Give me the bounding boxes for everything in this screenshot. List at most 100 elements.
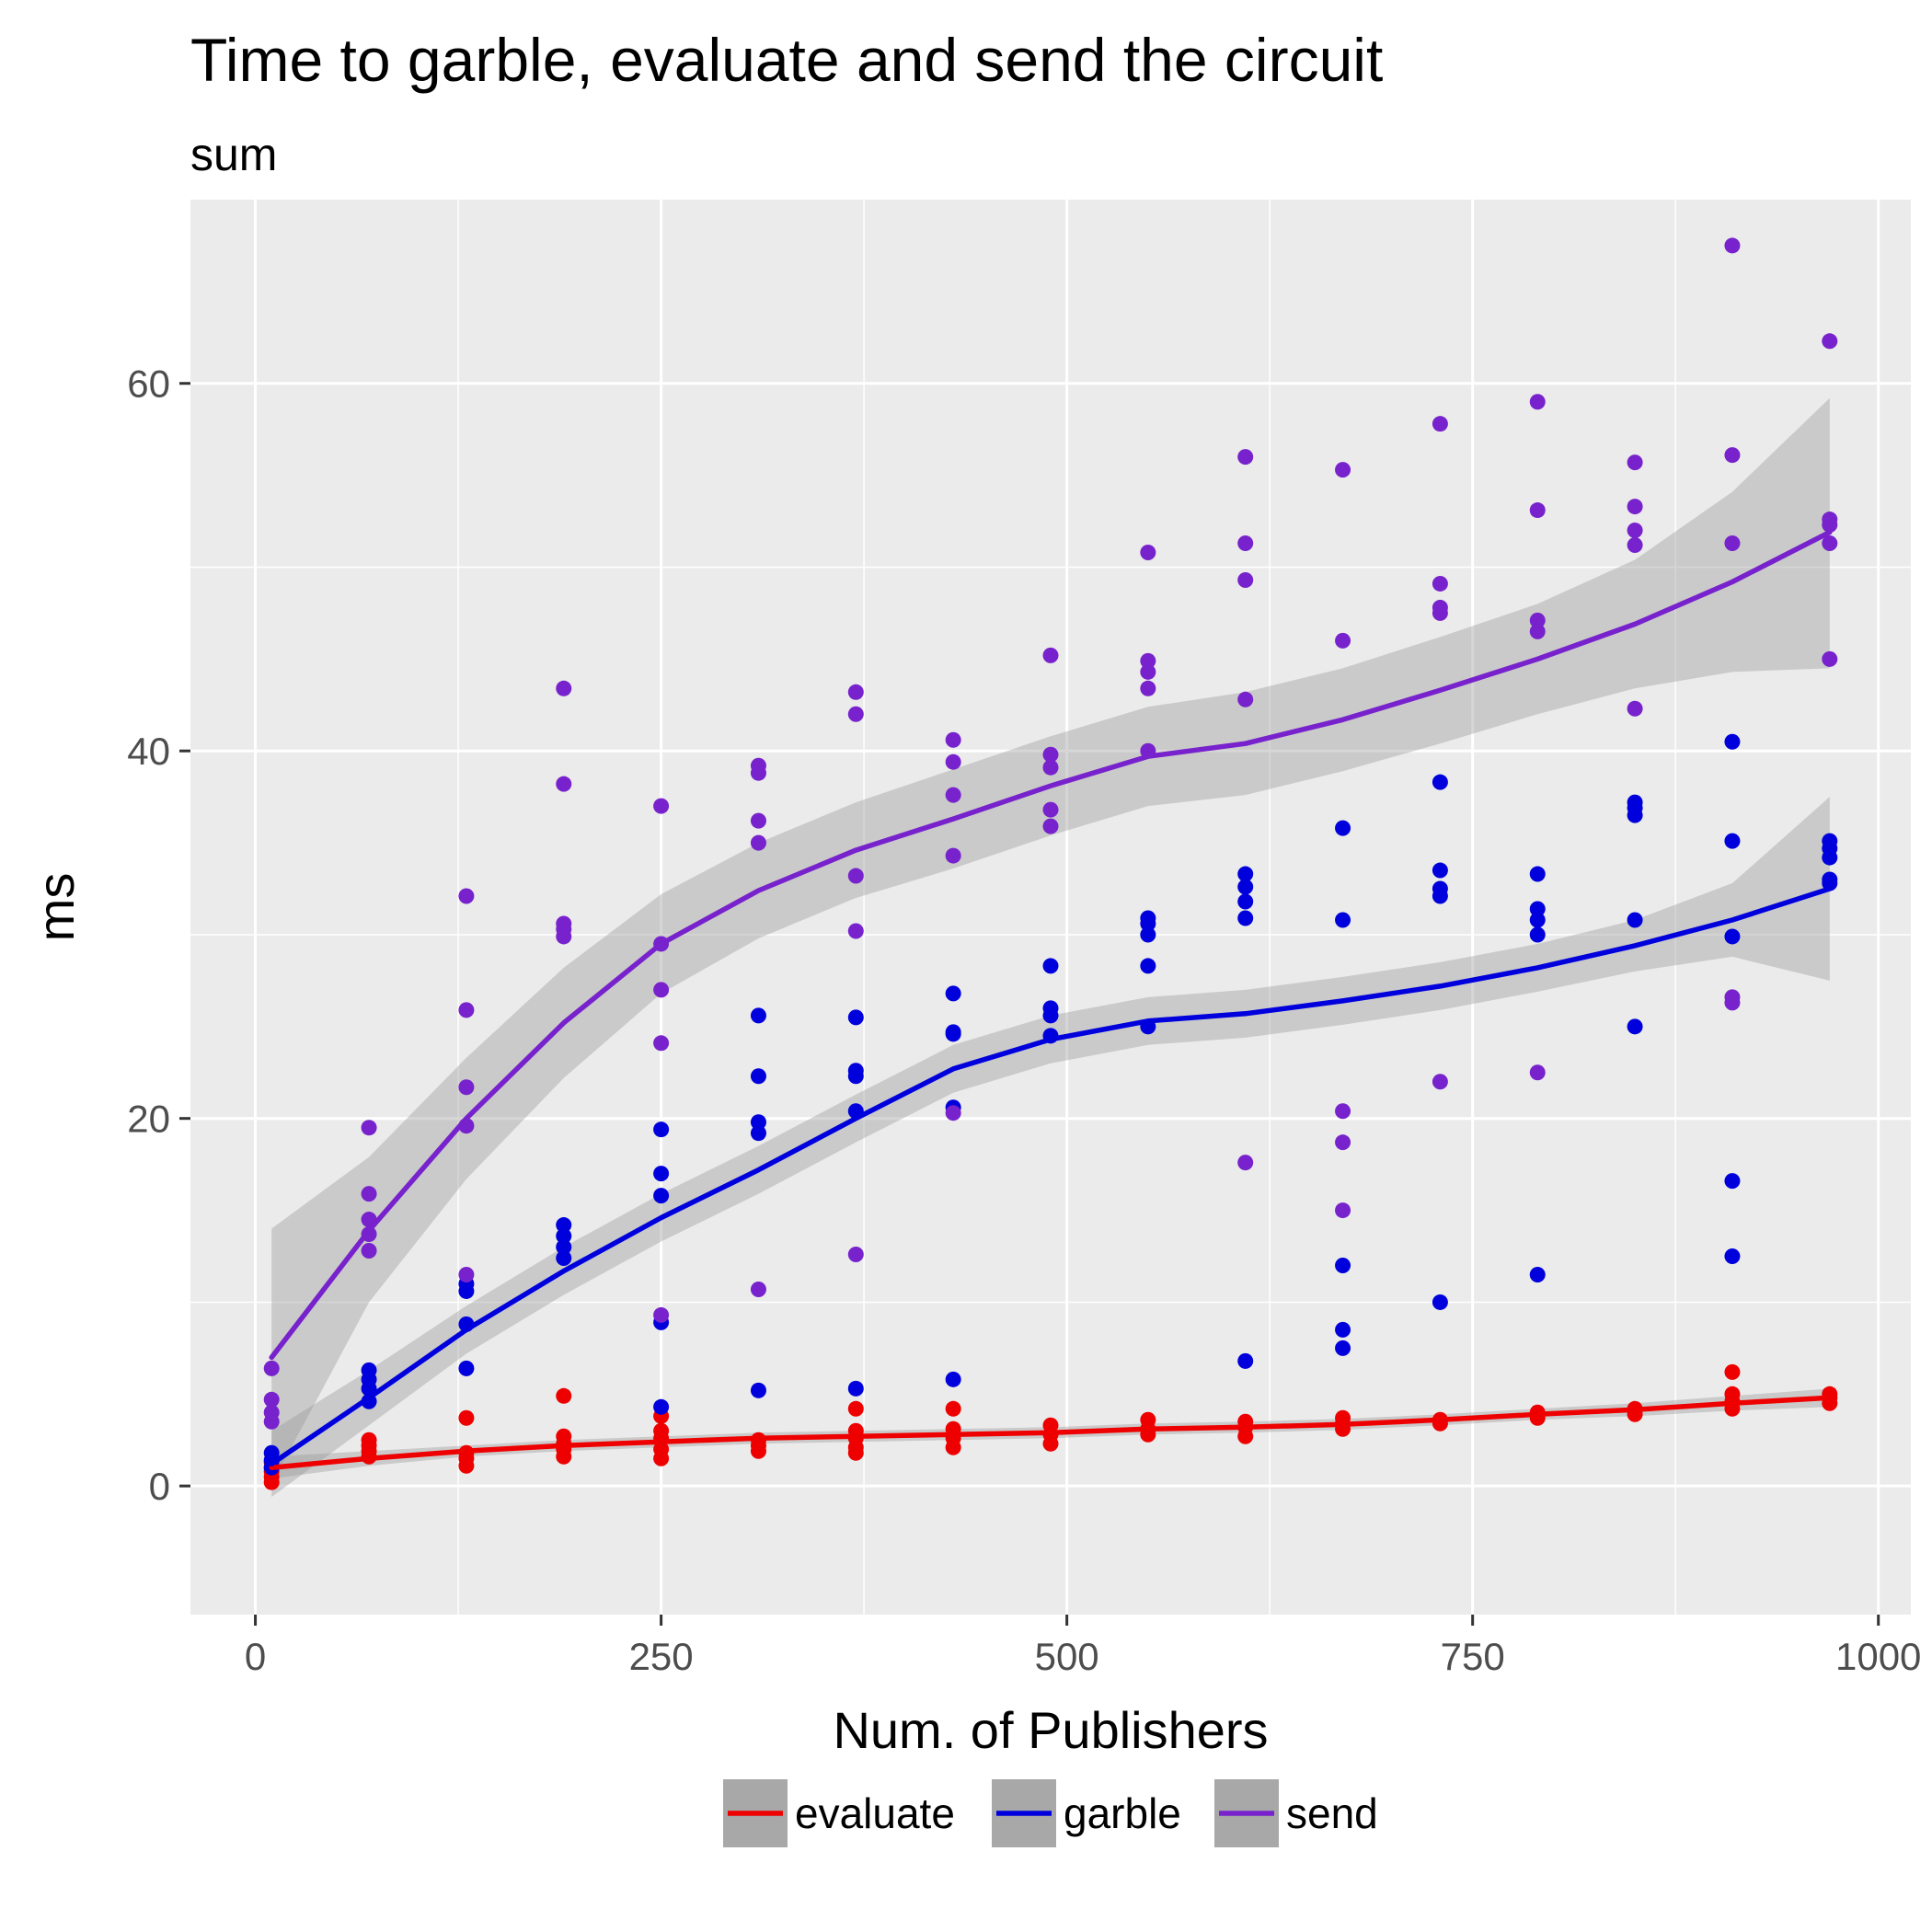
chart-subtitle: sum bbox=[190, 129, 277, 180]
garble-point bbox=[1432, 880, 1448, 897]
evaluate-point bbox=[847, 1400, 864, 1417]
garble-point bbox=[1529, 866, 1546, 882]
legend-label-garble: garble bbox=[1064, 1789, 1181, 1837]
evaluate-point bbox=[653, 1441, 670, 1457]
garble-point bbox=[1627, 1018, 1643, 1035]
garble-point bbox=[1432, 862, 1448, 879]
garble-point bbox=[556, 1228, 572, 1245]
garble-point bbox=[1529, 1266, 1546, 1282]
garble-point bbox=[1237, 910, 1254, 926]
garble-point bbox=[653, 1188, 670, 1204]
send-point bbox=[847, 1247, 864, 1263]
garble-point bbox=[361, 1362, 377, 1378]
send-point bbox=[1432, 1074, 1448, 1090]
evaluate-fit-line bbox=[269, 1395, 1833, 1470]
garble-point bbox=[1237, 879, 1254, 895]
send-point bbox=[847, 868, 864, 884]
garble-point bbox=[1627, 794, 1643, 811]
send-point bbox=[1627, 499, 1643, 515]
send-point bbox=[263, 1404, 280, 1420]
legend: evaluate garble send bbox=[723, 1779, 1378, 1847]
send-point bbox=[361, 1243, 377, 1259]
evaluate-point bbox=[1724, 1386, 1741, 1402]
y-tick-label: 20 bbox=[127, 1098, 170, 1141]
send-point bbox=[750, 757, 766, 774]
send-point bbox=[1724, 535, 1741, 552]
send-point bbox=[458, 888, 475, 904]
send-point bbox=[458, 1002, 475, 1018]
x-tick-label: 1000 bbox=[1835, 1635, 1921, 1678]
x-tick-label: 250 bbox=[629, 1635, 694, 1678]
garble-point bbox=[1529, 901, 1546, 917]
send-point bbox=[1237, 449, 1254, 466]
send-point bbox=[556, 680, 572, 696]
garble-fit-line bbox=[269, 886, 1833, 1466]
garble-point bbox=[556, 1250, 572, 1267]
garble-point bbox=[750, 1068, 766, 1085]
garble-point bbox=[1335, 820, 1351, 836]
plot-panel bbox=[190, 200, 1911, 1615]
send-point bbox=[1432, 416, 1448, 432]
send-point bbox=[1335, 1103, 1351, 1120]
garble-point bbox=[750, 1125, 766, 1142]
send-point bbox=[1335, 1134, 1351, 1151]
axes: 0 250 500 750 1000 0 20 40 60 bbox=[127, 362, 1921, 1678]
send-point bbox=[1724, 237, 1741, 254]
garble-point bbox=[1335, 1321, 1351, 1338]
send-point bbox=[1335, 1202, 1351, 1219]
garble-point bbox=[945, 1024, 961, 1041]
evaluate-point bbox=[361, 1432, 377, 1448]
x-axis-title: Num. of Publishers bbox=[833, 1701, 1268, 1759]
garble-point bbox=[1724, 928, 1741, 945]
send-point bbox=[556, 776, 572, 792]
send-point bbox=[1237, 535, 1254, 552]
send-point bbox=[1724, 989, 1741, 1006]
send-point bbox=[458, 1079, 475, 1096]
send-point bbox=[1042, 801, 1059, 818]
garble-point bbox=[1724, 733, 1741, 750]
send-point bbox=[1140, 652, 1156, 669]
y-tick-label: 40 bbox=[127, 730, 170, 773]
garble-point bbox=[945, 1371, 961, 1387]
send-point bbox=[1237, 571, 1254, 588]
evaluate-point bbox=[1042, 1417, 1059, 1433]
garble-point bbox=[653, 1121, 670, 1138]
garble-point bbox=[750, 1382, 766, 1398]
send-point bbox=[1237, 691, 1254, 707]
send-point bbox=[1822, 650, 1838, 667]
garble-point bbox=[1237, 866, 1254, 882]
send-point bbox=[1627, 454, 1643, 471]
y-axis-title: ms bbox=[27, 873, 85, 942]
send-point bbox=[1335, 462, 1351, 478]
garble-point bbox=[1140, 958, 1156, 974]
send-point bbox=[1140, 680, 1156, 696]
send-point bbox=[1237, 1155, 1254, 1171]
garble-point bbox=[1335, 1257, 1351, 1273]
send-point bbox=[1627, 523, 1643, 539]
garble-point bbox=[1627, 912, 1643, 928]
send-point bbox=[1529, 623, 1546, 639]
x-tick-label: 500 bbox=[1035, 1635, 1099, 1678]
send-point bbox=[361, 1120, 377, 1136]
garble-point bbox=[1432, 774, 1448, 790]
garble-point bbox=[1140, 910, 1156, 926]
send-point bbox=[263, 1360, 280, 1376]
garble-point bbox=[653, 1398, 670, 1415]
send-point bbox=[1627, 700, 1643, 717]
send-point bbox=[1042, 746, 1059, 763]
send-point bbox=[945, 753, 961, 770]
evaluate-point bbox=[556, 1387, 572, 1404]
y-tick-label: 60 bbox=[127, 362, 170, 406]
y-tick-label: 0 bbox=[149, 1465, 170, 1508]
send-point bbox=[1432, 599, 1448, 615]
garble-point bbox=[1237, 893, 1254, 910]
send-point bbox=[1529, 1064, 1546, 1081]
garble-point bbox=[1822, 871, 1838, 888]
garble-point bbox=[556, 1239, 572, 1256]
send-point bbox=[263, 1391, 280, 1408]
garble-point bbox=[1432, 1294, 1448, 1310]
chart-title: Time to garble, evaluate and send the ci… bbox=[190, 26, 1383, 94]
evaluate-point bbox=[458, 1409, 475, 1426]
send-point bbox=[945, 847, 961, 864]
